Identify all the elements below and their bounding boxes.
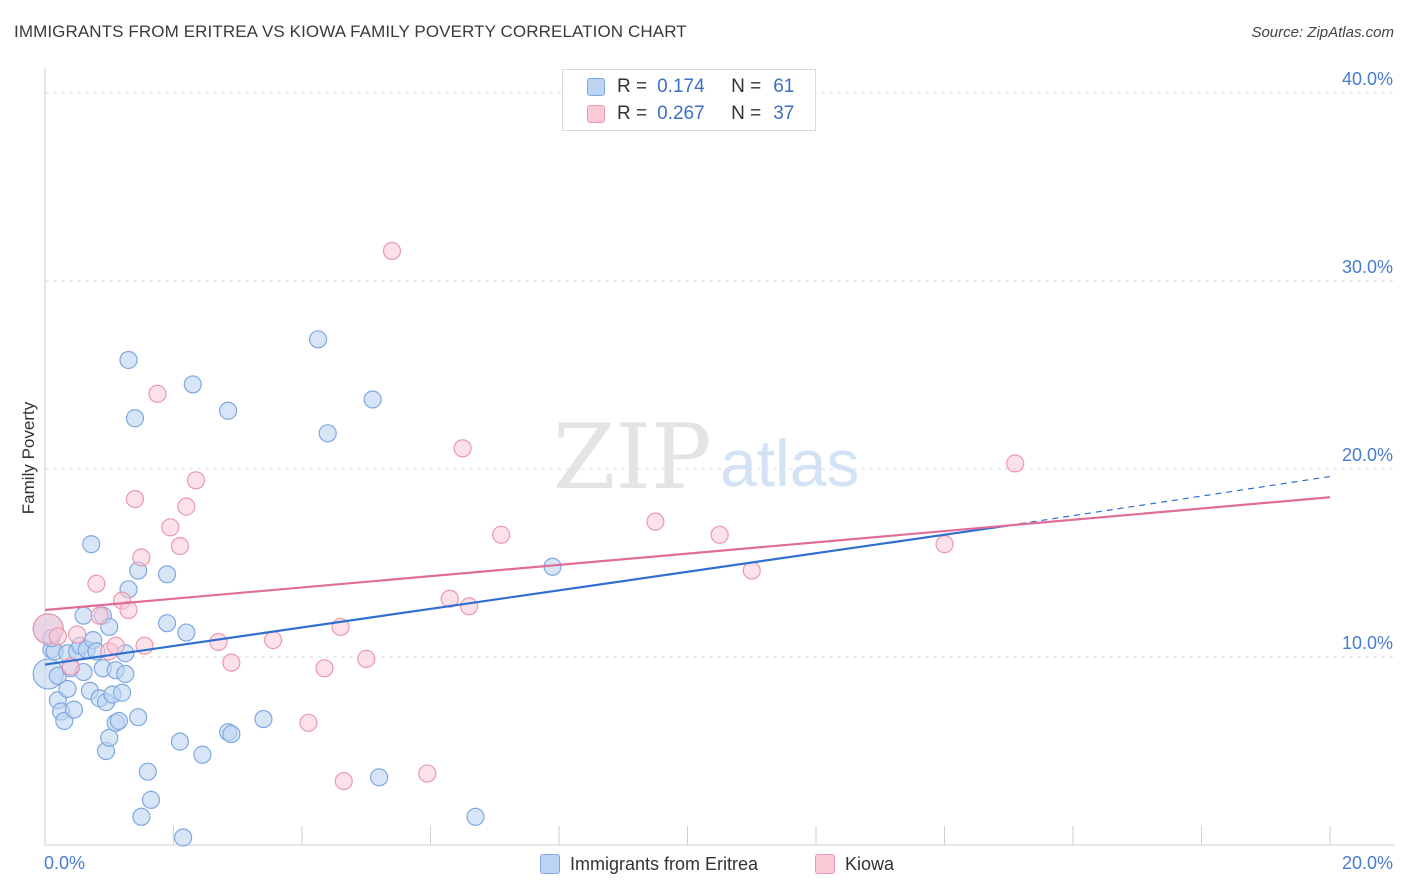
point-kiowa (119, 600, 138, 620)
point-eritrea (112, 683, 132, 702)
point-eritrea (82, 535, 101, 554)
point-kiowa (382, 241, 402, 261)
point-eritrea (318, 424, 337, 443)
point-kiowa (48, 627, 67, 646)
point-eritrea (74, 606, 93, 625)
legend-swatch-pink (587, 105, 605, 123)
bottom-legend-label-kiowa: Kiowa (845, 853, 895, 874)
point-eritrea (157, 565, 177, 584)
bottom-legend-swatch-pink (815, 854, 835, 874)
legend-n-value: 37 (773, 103, 795, 124)
legend-n-value: 61 (773, 76, 795, 97)
y-tick-label: 40.0% (1342, 69, 1393, 89)
bottom-legend-kiowa: Kiowa (815, 852, 894, 876)
point-eritrea (141, 790, 161, 809)
point-eritrea (177, 623, 196, 642)
trend-line-eritrea (44, 524, 1009, 666)
x-tick-label: 20.0% (1342, 853, 1393, 873)
point-kiowa (87, 574, 106, 593)
point-eritrea (138, 762, 157, 781)
legend-r-value: 0.267 (657, 103, 705, 124)
point-kiowa (646, 512, 665, 531)
watermark-atlas: atlas (720, 426, 859, 500)
point-kiowa (1006, 454, 1025, 473)
trend-line-kiowa (44, 496, 1331, 612)
point-kiowa (68, 625, 87, 644)
point-eritrea (174, 828, 193, 847)
series-kiowa-points (32, 241, 1025, 791)
source-credit: Source: ZipAtlas.com (1251, 24, 1394, 41)
point-kiowa (170, 536, 190, 556)
point-eritrea (125, 409, 145, 428)
point-eritrea (219, 401, 238, 420)
point-kiowa (315, 659, 334, 678)
point-kiowa (148, 384, 167, 403)
point-eritrea (193, 745, 212, 764)
point-eritrea (363, 390, 382, 409)
legend-n-label: N = (731, 103, 762, 124)
y-axis-title: Family Poverty (19, 401, 38, 514)
point-eritrea (370, 768, 389, 787)
point-eritrea (109, 711, 128, 731)
watermark: ZIP atlas (553, 405, 859, 510)
point-eritrea (116, 664, 135, 684)
chart-title: IMMIGRANTS FROM ERITREA VS KIOWA FAMILY … (14, 22, 687, 41)
point-kiowa (161, 518, 180, 537)
point-eritrea (58, 679, 77, 699)
legend-swatch-blue (587, 78, 605, 96)
point-kiowa (742, 561, 761, 580)
point-eritrea (119, 350, 138, 370)
trend-lines (44, 475, 1331, 666)
legend-r-label: R = (617, 76, 648, 97)
y-tick-label: 10.0% (1342, 633, 1393, 653)
point-kiowa (186, 471, 206, 490)
point-kiowa (710, 525, 729, 544)
point-kiowa (453, 439, 472, 458)
point-kiowa (440, 589, 459, 608)
point-kiowa (106, 636, 125, 655)
point-kiowa (222, 653, 241, 672)
point-kiowa (177, 497, 196, 516)
point-kiowa (263, 630, 283, 650)
legend-row-eritrea: R = 0.174 N = 61 (587, 75, 794, 99)
point-kiowa (132, 548, 151, 567)
point-eritrea (157, 614, 177, 633)
legend-r-label: R = (617, 103, 648, 124)
legend-row-kiowa: R = 0.267 N = 37 (587, 102, 794, 126)
bottom-legend-label-eritrea: Immigrants from Eritrea (570, 853, 759, 874)
point-eritrea (170, 732, 190, 751)
watermark-zip: ZIP (553, 405, 712, 510)
legend: R = 0.174 N = 61 R = 0.267 N = 37 (562, 69, 816, 131)
point-eritrea (254, 709, 273, 729)
bottom-legend-swatch-blue (540, 854, 560, 874)
point-kiowa (90, 606, 109, 625)
point-eritrea (100, 728, 119, 747)
point-kiowa (357, 649, 376, 668)
legend-r-value: 0.174 (657, 76, 705, 97)
x-tick-label: 0.0% (44, 853, 85, 873)
point-kiowa (209, 632, 228, 652)
y-tick-label: 20.0% (1342, 445, 1393, 465)
tick-labels: 10.0% 20.0% 30.0% 40.0% 0.0% 20.0% Family Pove… (19, 69, 1393, 873)
point-kiowa (299, 713, 318, 732)
y-tick-label: 30.0% (1342, 257, 1393, 277)
point-kiowa (418, 764, 437, 783)
point-eritrea (129, 708, 148, 727)
axes (44, 68, 1395, 846)
point-kiowa (125, 489, 145, 509)
legend-n-label: N = (731, 76, 762, 97)
point-kiowa (935, 535, 954, 554)
point-kiowa (459, 597, 479, 616)
point-eritrea (183, 375, 202, 394)
point-eritrea (222, 724, 241, 744)
point-eritrea (466, 807, 485, 826)
point-eritrea (308, 330, 328, 349)
point-kiowa (492, 525, 511, 544)
point-kiowa (334, 771, 353, 791)
point-eritrea (132, 807, 151, 826)
grid-lines (45, 92, 1395, 658)
point-eritrea (64, 700, 84, 719)
bottom-legend-eritrea: Immigrants from Eritrea (540, 852, 758, 876)
